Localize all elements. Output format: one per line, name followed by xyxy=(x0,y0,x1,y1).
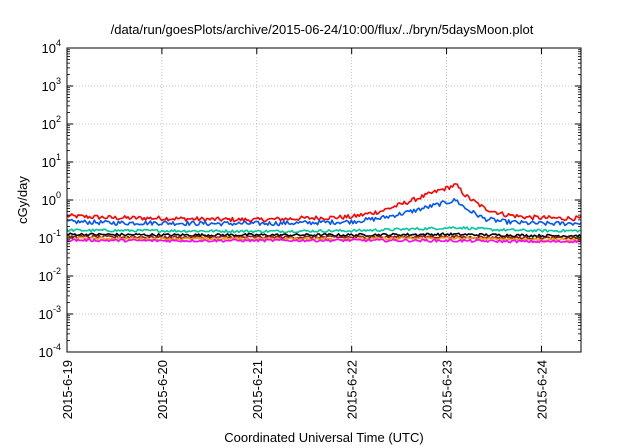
series-line-7 xyxy=(66,238,582,244)
x-tick-label: 2015-6-19 xyxy=(60,360,75,419)
y-tick-label: 10-2 xyxy=(39,266,61,284)
y-tick-label: 10-3 xyxy=(39,304,61,322)
series-line-1 xyxy=(66,183,582,223)
series-line-5 xyxy=(66,234,582,241)
y-tick-label: 101 xyxy=(42,152,61,170)
series-line-2 xyxy=(66,197,582,227)
y-tick-label: 10-1 xyxy=(39,228,61,246)
chart-title: /data/run/goesPlots/archive/2015-06-24/1… xyxy=(111,22,534,37)
y-tick-labels: 10-4 10-3 10-2 10-1 100 101 102 103 104 xyxy=(39,38,61,360)
y-axis-label: cGy/day xyxy=(15,176,30,224)
x-tick-labels: 2015-6-19 2015-6-20 2015-6-21 2015-6-22 2015… xyxy=(60,360,549,419)
series-lines xyxy=(66,183,582,244)
x-tick-label: 2015-6-23 xyxy=(440,360,455,419)
x-tick-label: 2015-6-24 xyxy=(534,360,549,419)
x-tick-label: 2015-6-22 xyxy=(345,360,360,419)
y-tick-label: 102 xyxy=(42,114,61,132)
series-line-6 xyxy=(67,236,582,242)
gridlines xyxy=(67,48,581,352)
plot-frame xyxy=(66,47,582,353)
axis-ticks xyxy=(66,47,581,353)
y-tick-label: 100 xyxy=(42,190,61,208)
y-tick-label: 10-4 xyxy=(39,342,61,360)
series-line-3 xyxy=(66,226,582,234)
x-axis-label: Coordinated Universal Time (UTC) xyxy=(224,430,423,445)
y-tick-label: 103 xyxy=(42,76,61,94)
x-tick-label: 2015-6-21 xyxy=(250,360,265,419)
y-tick-label: 104 xyxy=(42,38,61,56)
x-tick-label: 2015-6-20 xyxy=(155,360,170,419)
series-line-4 xyxy=(66,232,582,238)
